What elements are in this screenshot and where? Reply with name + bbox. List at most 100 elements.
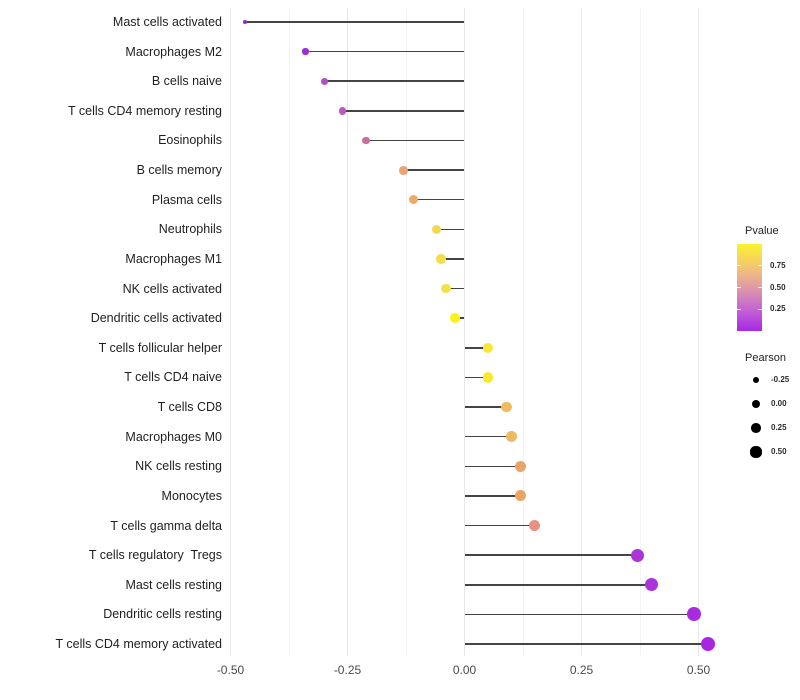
lollipop-dot <box>529 519 541 532</box>
category-label: Dendritic cells activated <box>90 311 222 326</box>
lollipop-stem <box>464 495 521 497</box>
lollipop-stem <box>244 21 465 23</box>
lollipop-stem <box>441 258 465 260</box>
lollipop-stem <box>413 198 465 201</box>
category-label: Plasma cells <box>151 192 222 207</box>
colorbar-tick-label: 0.25 <box>770 304 786 314</box>
size-legend-dot <box>753 377 759 383</box>
lollipop-dot <box>450 313 461 324</box>
lollipop-dot <box>515 460 527 472</box>
lollipop-stem <box>445 287 465 290</box>
gridline-major <box>230 8 231 656</box>
x-axis-tick-label: 0.00 <box>452 663 477 677</box>
x-axis-tick-label: 0.25 <box>569 663 594 677</box>
gridline-minor <box>522 8 524 656</box>
category-label: NK cells activated <box>122 281 222 296</box>
colorbar-tick-label: 0.75 <box>770 260 786 270</box>
lollipop-dot <box>515 490 527 502</box>
lollipop-stem <box>464 347 488 349</box>
pvalue-legend-title: Pvalue <box>745 225 779 237</box>
category-label: T cells CD4 naive <box>124 370 222 385</box>
size-legend-dot <box>750 446 762 458</box>
pvalue-colorbar <box>737 244 762 331</box>
lollipop-dot <box>362 136 371 145</box>
lollipop-dot <box>482 372 494 383</box>
lollipop-dot <box>408 195 418 205</box>
x-axis-tick-label: -0.50 <box>216 663 245 677</box>
lollipop-dot <box>436 254 446 264</box>
lollipop-dot <box>501 401 513 413</box>
lollipop-stem <box>464 643 708 645</box>
lollipop-dot <box>242 20 247 24</box>
lollipop-dot <box>686 607 701 622</box>
gridline-minor <box>639 8 641 656</box>
gridline-major <box>581 8 582 656</box>
size-legend-label: -0.25 <box>771 375 790 384</box>
pearson-legend-title: Pearson <box>745 352 786 364</box>
colorbar-tick-mark <box>758 265 762 267</box>
category-label: Dendritic cells resting <box>103 607 222 622</box>
lollipop-dot <box>399 165 409 175</box>
lollipop-stem <box>464 584 652 586</box>
lollipop-dot <box>631 548 645 562</box>
category-label: T cells CD4 memory resting <box>68 103 222 118</box>
category-label: Mast cells activated <box>112 15 222 29</box>
category-label: Neutrophils <box>158 222 222 237</box>
category-label: Monocytes <box>161 488 222 503</box>
lollipop-stem <box>342 110 465 112</box>
colorbar-tick-mark <box>737 308 741 310</box>
category-label: T cells CD4 memory activated <box>55 637 223 652</box>
gridline-minor <box>288 8 290 656</box>
category-label: T cells follicular helper <box>98 340 222 355</box>
category-label: B cells naive <box>151 74 222 89</box>
size-legend-label: 0.25 <box>771 423 787 432</box>
category-label: T cells gamma delta <box>110 518 222 533</box>
lollipop-dot <box>440 283 451 294</box>
size-legend-dot <box>751 423 761 433</box>
category-label: Macrophages M0 <box>125 429 222 444</box>
lollipop-dot <box>700 637 715 652</box>
category-label: B cells memory <box>136 163 222 178</box>
x-axis-tick-label: 0.50 <box>686 663 711 677</box>
colorbar-tick-mark <box>737 287 741 288</box>
gridline-minor <box>405 8 407 656</box>
size-legend-label: 0.00 <box>771 399 787 408</box>
lollipop-stem <box>464 435 512 438</box>
category-label: T cells regulatory Tregs <box>88 548 222 563</box>
colorbar-tick-mark <box>758 287 762 288</box>
category-label: T cells CD8 <box>157 400 222 415</box>
lollipop-stem <box>403 169 465 171</box>
category-label: Mast cells resting <box>125 577 222 592</box>
colorbar-tick-label: 0.50 <box>770 282 786 292</box>
lollipop-dot <box>645 578 659 592</box>
lollipop-stem <box>305 50 465 53</box>
colorbar-tick-mark <box>737 265 741 267</box>
size-legend-dot <box>751 399 761 409</box>
lollipop-stem <box>464 406 507 408</box>
category-label: Macrophages M2 <box>125 44 222 59</box>
lollipop-stem <box>464 613 694 616</box>
lollipop-stem <box>324 80 465 82</box>
category-label: Macrophages M1 <box>125 251 222 266</box>
category-label: NK cells resting <box>135 459 222 474</box>
gridline-major <box>347 8 348 656</box>
lollipop-dot <box>320 77 328 85</box>
size-legend-label: 0.50 <box>771 447 787 456</box>
lollipop-stem <box>366 139 465 142</box>
lollipop-stem <box>464 524 535 527</box>
lollipop-dot <box>302 48 309 55</box>
colorbar-tick-mark <box>758 308 762 310</box>
lollipop-dot <box>431 224 442 235</box>
gridline-major <box>698 8 699 656</box>
gridline-major <box>464 8 465 656</box>
lollipop-stem <box>436 228 465 231</box>
lollipop-stem <box>464 554 638 556</box>
lollipop-dot <box>339 107 347 115</box>
category-label: Eosinophils <box>158 133 222 148</box>
lollipop-dot <box>505 431 517 443</box>
lollipop-stem <box>464 465 521 468</box>
x-axis-tick-label: -0.25 <box>333 663 362 677</box>
lollipop-dot <box>482 342 494 354</box>
lollipop-stem <box>464 376 488 379</box>
